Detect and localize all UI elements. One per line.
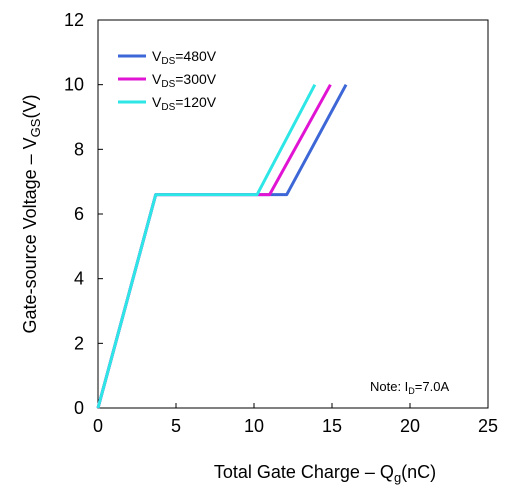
legend-label: VDS=480V bbox=[152, 48, 217, 67]
x-tick-label: 20 bbox=[400, 416, 420, 436]
y-axis-title: Gate-source Voltage – VGS(V) bbox=[20, 95, 43, 334]
y-tick-label: 10 bbox=[64, 75, 84, 95]
legend-label: VDS=120V bbox=[152, 94, 217, 113]
x-tick-label: 5 bbox=[171, 416, 181, 436]
series-line-300v bbox=[96, 83, 332, 409]
x-tick-label: 15 bbox=[322, 416, 342, 436]
series-line-120v bbox=[96, 83, 317, 409]
note-annotation: Note: ID=7.0A bbox=[370, 379, 449, 396]
y-tick-label: 8 bbox=[74, 139, 84, 159]
series-lines bbox=[96, 83, 348, 409]
y-tick-label: 0 bbox=[74, 398, 84, 418]
legend: VDS=480V VDS=300V VDS=120V bbox=[118, 48, 217, 113]
y-tick-label: 6 bbox=[74, 204, 84, 224]
legend-label: VDS=300V bbox=[152, 71, 217, 90]
ticks: 0 5 10 15 20 25 0 2 4 6 8 10 12 bbox=[64, 10, 498, 436]
series-line-480v bbox=[96, 83, 348, 409]
y-tick-label: 12 bbox=[64, 10, 84, 30]
x-axis-title: Total Gate Charge – Qg(nC) bbox=[214, 462, 436, 485]
y-tick-label: 2 bbox=[74, 333, 84, 353]
x-tick-label: 0 bbox=[93, 416, 103, 436]
x-tick-label: 25 bbox=[478, 416, 498, 436]
y-tick-label: 4 bbox=[74, 269, 84, 289]
x-tick-label: 10 bbox=[244, 416, 264, 436]
